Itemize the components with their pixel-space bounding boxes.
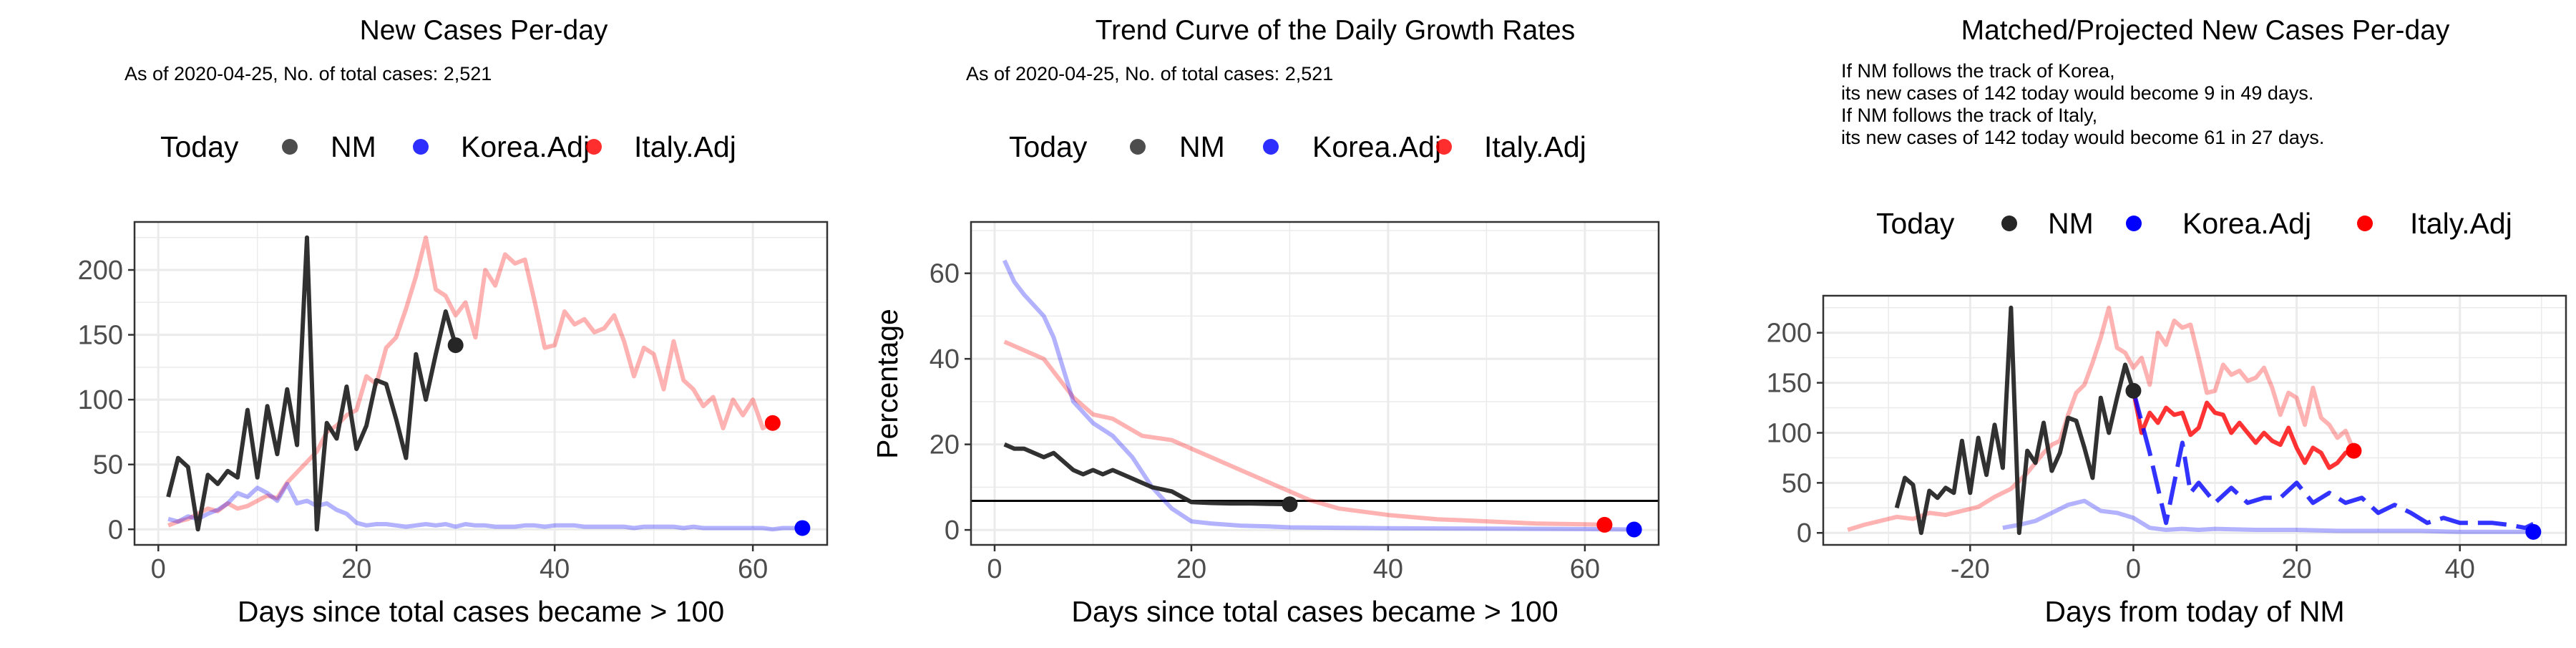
legend-label: Italy.Adj: [2410, 207, 2512, 240]
legend-title: Today: [160, 130, 239, 163]
x-tick-label: 0: [151, 554, 166, 584]
legend-label: NM: [1179, 130, 1225, 163]
chart-panel-3: Matched/Projected New Cases Per-day If NM…: [1767, 15, 2567, 628]
today-point-italy-adj: [764, 415, 781, 431]
y-tick-label: 200: [78, 256, 123, 286]
y-tick-label: 200: [1767, 319, 1812, 349]
chart-panel-2: Trend Curve of the Daily Growth Rates As …: [871, 15, 1660, 628]
today-point-nm: [447, 337, 464, 354]
y-tick-label: 60: [930, 259, 960, 289]
x-axis-label: Days since total cases became > 100: [1071, 595, 1558, 628]
y-tick-label: 0: [1797, 518, 1812, 548]
series-line-korea-adj-matched: [2002, 498, 2534, 534]
today-point-nm: [1282, 496, 1298, 513]
y-tick-label: 0: [945, 516, 960, 546]
x-tick-label: 0: [2126, 554, 2141, 584]
legend-key-italy-adj: [2357, 216, 2373, 231]
x-axis-label: Days from today of NM: [2044, 595, 2344, 628]
legend-key-italy-adj: [586, 139, 602, 155]
series-line-nm: [166, 235, 458, 532]
legend-title: Today: [1009, 130, 1088, 163]
legend-key-nm: [282, 139, 298, 155]
chart-subtitle-line: its new cases of 142 today would become …: [1841, 82, 2313, 104]
panel-border: [970, 221, 1660, 546]
x-tick-label: -20: [1951, 554, 1990, 584]
today-point-nm: [2125, 382, 2142, 399]
legend-label: Korea.Adj: [461, 130, 590, 163]
y-tick-label: 20: [930, 430, 960, 460]
legend-label: Korea.Adj: [1312, 130, 1441, 163]
legend: Today NM Korea.Adj Italy.Adj: [1876, 207, 2512, 240]
chart-subtitle-line: As of 2020-04-25, No. of total cases: 2,…: [125, 63, 492, 84]
x-tick-label: 60: [1570, 554, 1600, 584]
today-point-korea-adj: [794, 520, 811, 536]
series-line-korea-adj-projected: [2131, 390, 2534, 531]
y-tick-label: 150: [1767, 369, 1812, 399]
today-point-italy-adj: [2346, 443, 2362, 459]
x-tick-label: 20: [2281, 554, 2311, 584]
legend-title: Today: [1876, 207, 1955, 240]
chart-title: New Cases Per-day: [360, 15, 608, 46]
chart-title: Matched/Projected New Cases Per-day: [1961, 15, 2450, 46]
chart-title: Trend Curve of the Daily Growth Rates: [1096, 15, 1575, 46]
legend-key-korea-adj: [413, 139, 429, 155]
y-axis-label: Percentage: [871, 309, 904, 459]
legend-key-nm: [2001, 216, 2017, 231]
today-point-korea-adj: [2525, 523, 2542, 540]
x-tick-label: 40: [2445, 554, 2475, 584]
legend-label: NM: [2048, 207, 2094, 240]
panel-border: [1822, 294, 2567, 546]
y-tick-label: 100: [78, 385, 123, 415]
x-tick-label: 20: [1176, 554, 1206, 584]
gridlines: [1823, 296, 2566, 545]
y-tick-label: 50: [93, 450, 123, 480]
series-line-nm: [1894, 305, 2136, 536]
chart-subtitle-line: If NM follows the track of Italy,: [1841, 105, 2097, 126]
legend-label: Korea.Adj: [2182, 207, 2311, 240]
series-line-korea-adj: [1002, 259, 1634, 532]
series-line-nm: [1003, 442, 1290, 507]
legend-label: Italy.Adj: [634, 130, 736, 163]
y-tick-label: 100: [1767, 418, 1812, 448]
legend-key-korea-adj: [2126, 216, 2142, 231]
series-line-korea-adj: [167, 481, 803, 532]
today-point-korea-adj: [1626, 521, 1642, 538]
legend-key-nm: [1130, 139, 1146, 155]
legend-label: Italy.Adj: [1484, 130, 1586, 163]
chart-panel-1: New Cases Per-day As of 2020-04-25, No. o…: [78, 15, 829, 628]
panel-border: [133, 221, 829, 546]
chart-subtitle-line: As of 2020-04-25, No. of total cases: 2,…: [966, 63, 1333, 84]
x-tick-label: 0: [987, 554, 1002, 584]
y-tick-label: 150: [78, 321, 123, 351]
y-tick-label: 50: [1782, 468, 1812, 498]
gridlines: [971, 222, 1659, 545]
series-line-italy-adj: [1003, 339, 1605, 527]
x-tick-label: 40: [1373, 554, 1403, 584]
gridlines: [135, 222, 827, 545]
x-tick-label: 60: [738, 554, 768, 584]
series-line-italy-adj-matched: [1847, 305, 2356, 532]
x-tick-label: 20: [341, 554, 371, 584]
legend-label: NM: [331, 130, 376, 163]
legend-key-korea-adj: [1263, 139, 1279, 155]
x-axis-label: Days since total cases became > 100: [238, 595, 724, 628]
legend: Today NM Korea.Adj Italy.Adj: [1009, 130, 1586, 163]
legend-key-italy-adj: [1436, 139, 1452, 155]
series-line-italy-adj-projected: [2131, 390, 2355, 470]
chart-subtitle-line: If NM follows the track of Korea,: [1841, 60, 2115, 82]
today-point-italy-adj: [1596, 516, 1613, 533]
y-tick-label: 40: [930, 344, 960, 374]
x-tick-label: 40: [540, 554, 570, 584]
series-line-italy-adj: [167, 235, 774, 528]
legend: Today NM Korea.Adj Italy.Adj: [160, 130, 736, 163]
y-tick-label: 0: [108, 515, 123, 545]
chart-subtitle-line: its new cases of 142 today would become …: [1841, 127, 2324, 148]
